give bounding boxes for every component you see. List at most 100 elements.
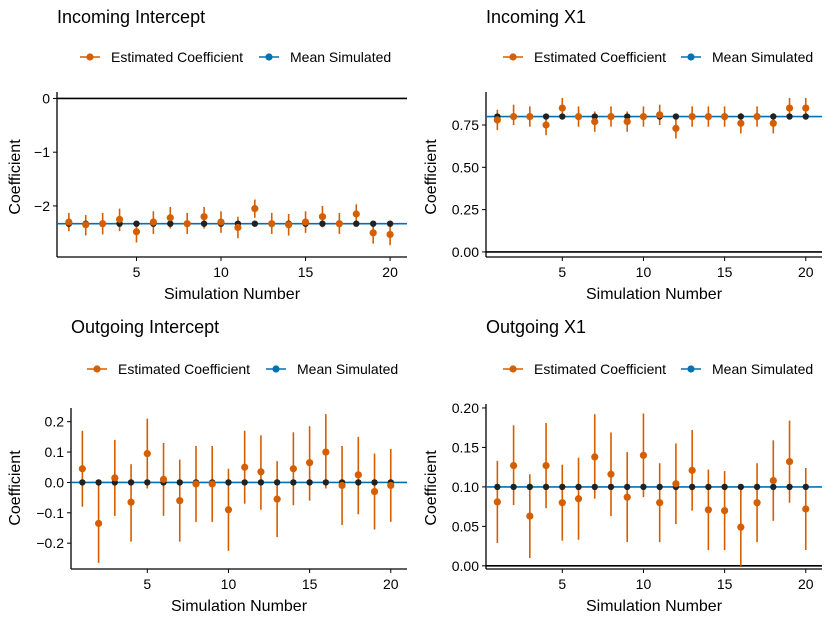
mean-simulated-point xyxy=(144,479,151,486)
mean-simulated-point xyxy=(737,483,745,491)
estimated-point xyxy=(176,497,184,505)
mean-simulated-point xyxy=(127,479,135,486)
y-axis-title: Coefficient xyxy=(7,450,24,526)
estimated-point xyxy=(301,218,310,226)
estimated-point xyxy=(386,230,394,239)
mean-simulated-point xyxy=(656,483,663,491)
mean-simulated-point xyxy=(802,113,809,120)
mean-simulated-point xyxy=(770,113,777,120)
estimated-point xyxy=(753,112,761,121)
y-axis-title: Coefficient xyxy=(423,450,440,526)
estimated-point xyxy=(802,104,810,112)
mean-simulated-point xyxy=(251,220,259,227)
estimated-point xyxy=(338,481,346,490)
estimated-point xyxy=(785,458,794,466)
estimated-point xyxy=(268,220,276,228)
estimated-point xyxy=(688,466,696,474)
estimated-point xyxy=(217,218,225,226)
estimated-point xyxy=(200,213,208,221)
estimated-point xyxy=(115,215,124,223)
mean-simulated-point xyxy=(624,483,631,491)
legend: Estimated Coefficient Mean Simulated xyxy=(80,49,391,65)
legend: Estimated Coefficient Mean Simulated xyxy=(503,49,813,65)
mean-simulated-point xyxy=(371,479,378,486)
legend-simulated-label: Mean Simulated xyxy=(712,49,813,65)
estimated-point xyxy=(354,471,362,479)
x-tick-label: 20 xyxy=(383,576,399,592)
y-tick-label: 0.00 xyxy=(452,558,479,574)
panel-outgoing-x1: Outgoing X1 Estimated Coefficient Mean S… xyxy=(423,317,822,615)
estimated-point xyxy=(558,104,566,112)
y-tick-label: 0.15 xyxy=(452,439,479,455)
estimated-point xyxy=(493,498,501,506)
mean-simulated-point xyxy=(737,113,745,120)
mean-simulated-point xyxy=(770,483,777,491)
estimated-point xyxy=(306,459,314,467)
mean-simulated-point xyxy=(494,483,501,491)
y-tick-label: −0.1 xyxy=(36,505,64,521)
y-tick-label: 0.00 xyxy=(452,244,479,260)
legend: Estimated Coefficient Mean Simulated xyxy=(503,361,813,377)
mean-simulated-point xyxy=(290,479,297,486)
estimated-point xyxy=(509,112,518,121)
y-tick-label: 0.50 xyxy=(452,159,479,175)
x-axis-title: Simulation Number xyxy=(586,286,723,303)
x-axis-title: Simulation Number xyxy=(164,286,301,303)
legend-estimated-dot xyxy=(93,365,101,373)
estimated-point xyxy=(352,210,360,218)
estimated-point xyxy=(132,228,141,236)
mean-simulated-point xyxy=(526,483,534,491)
legend-simulated-dot xyxy=(687,365,695,373)
x-tick-label: 5 xyxy=(143,576,151,592)
estimated-point xyxy=(558,499,566,507)
panel-title: Incoming X1 xyxy=(486,7,586,27)
mean-simulated-point xyxy=(322,479,330,486)
estimated-point xyxy=(542,121,550,129)
legend-estimated-dot xyxy=(509,53,517,61)
estimated-point xyxy=(273,495,281,503)
y-tick-label: 0.75 xyxy=(452,117,479,133)
y-tick-label: 0 xyxy=(42,90,50,106)
estimated-point xyxy=(526,112,534,121)
y-tick-label: 0.05 xyxy=(452,518,479,534)
panel-title: Outgoing Intercept xyxy=(71,317,219,337)
estimated-point xyxy=(753,499,761,507)
x-tick-label: 10 xyxy=(221,576,237,592)
estimated-point xyxy=(166,214,174,222)
estimated-point xyxy=(318,213,327,221)
estimated-point xyxy=(251,205,259,213)
plot-marks: 0.00 0.05 0.10 0.15 0.20 5 10 15 20 xyxy=(452,400,822,592)
estimated-point xyxy=(656,499,664,507)
y-tick-label: −1 xyxy=(34,144,50,160)
x-tick-label: 5 xyxy=(133,264,141,280)
mean-simulated-point xyxy=(559,483,566,491)
panel-outgoing-intercept: Outgoing Intercept Estimated Coefficient… xyxy=(7,317,407,615)
mean-simulated-point xyxy=(355,479,362,486)
y-tick-label: 0.10 xyxy=(452,479,479,495)
estimated-point xyxy=(387,481,395,490)
estimated-point xyxy=(94,519,103,528)
estimated-point xyxy=(322,448,330,456)
y-tick-label: 0.2 xyxy=(45,414,65,430)
estimated-point xyxy=(65,218,73,226)
x-tick-label: 10 xyxy=(636,264,652,280)
mean-simulated-point xyxy=(802,483,809,491)
y-tick-label: 0.20 xyxy=(452,400,479,416)
estimated-point xyxy=(493,116,501,124)
y-tick-label: 0.1 xyxy=(45,444,65,460)
estimated-point xyxy=(542,461,550,470)
estimated-point xyxy=(591,453,599,461)
mean-simulated-point xyxy=(241,479,248,486)
estimated-point xyxy=(802,505,810,513)
estimated-point xyxy=(509,461,518,470)
legend: Estimated Coefficient Mean Simulated xyxy=(87,361,398,377)
plot-marks: 0.00 0.25 0.50 0.75 5 10 15 20 xyxy=(452,92,822,280)
legend-simulated-label: Mean Simulated xyxy=(712,361,813,377)
mean-simulated-point xyxy=(721,483,728,491)
estimated-point xyxy=(704,506,712,514)
estimated-point xyxy=(737,523,745,531)
legend-estimated-label: Estimated Coefficient xyxy=(118,361,250,377)
mean-simulated-point xyxy=(607,483,615,491)
estimated-point xyxy=(721,112,729,121)
